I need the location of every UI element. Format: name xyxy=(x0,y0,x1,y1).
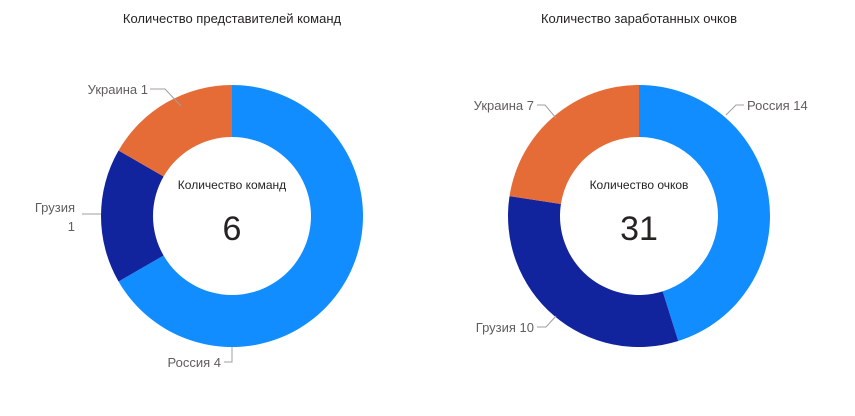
leader-line-ukraine xyxy=(537,104,557,119)
donut-slices xyxy=(101,85,363,347)
center-label: Количество очков xyxy=(590,178,689,192)
slice-ukraine[interactable] xyxy=(509,85,639,205)
chart-title: Количество заработанных очков xyxy=(541,11,737,26)
chart-team-representatives: Количество представителей команд Количес… xyxy=(35,11,363,370)
leader-line-ukraine xyxy=(150,88,182,107)
center-value: 6 xyxy=(223,210,242,248)
slice-georgia[interactable] xyxy=(101,150,164,282)
slice-label-georgia-line1[interactable]: Грузия xyxy=(35,200,75,215)
slice-russia[interactable] xyxy=(639,85,770,341)
donut-slices xyxy=(508,85,770,347)
slice-russia[interactable] xyxy=(118,85,363,347)
slice-label-georgia-line2[interactable]: 1 xyxy=(68,219,75,234)
slice-label-ukraine[interactable]: Украина 1 xyxy=(88,82,148,97)
leader-line-russia xyxy=(224,347,233,363)
slice-label-russia[interactable]: Россия 14 xyxy=(747,98,808,113)
center-label: Количество команд xyxy=(178,178,286,192)
center-value: 31 xyxy=(620,210,658,248)
slice-ukraine[interactable] xyxy=(118,85,232,177)
slice-label-georgia[interactable]: Грузия 10 xyxy=(476,320,534,335)
leader-line-georgia xyxy=(537,315,557,328)
slice-georgia[interactable] xyxy=(508,196,679,347)
leader-line-russia xyxy=(725,104,744,116)
chart-points-earned: Количество заработанных очков Количество… xyxy=(474,11,808,347)
slice-label-russia[interactable]: Россия 4 xyxy=(168,355,221,370)
chart-title: Количество представителей команд xyxy=(123,11,342,26)
slice-label-ukraine[interactable]: Украина 7 xyxy=(474,98,534,113)
